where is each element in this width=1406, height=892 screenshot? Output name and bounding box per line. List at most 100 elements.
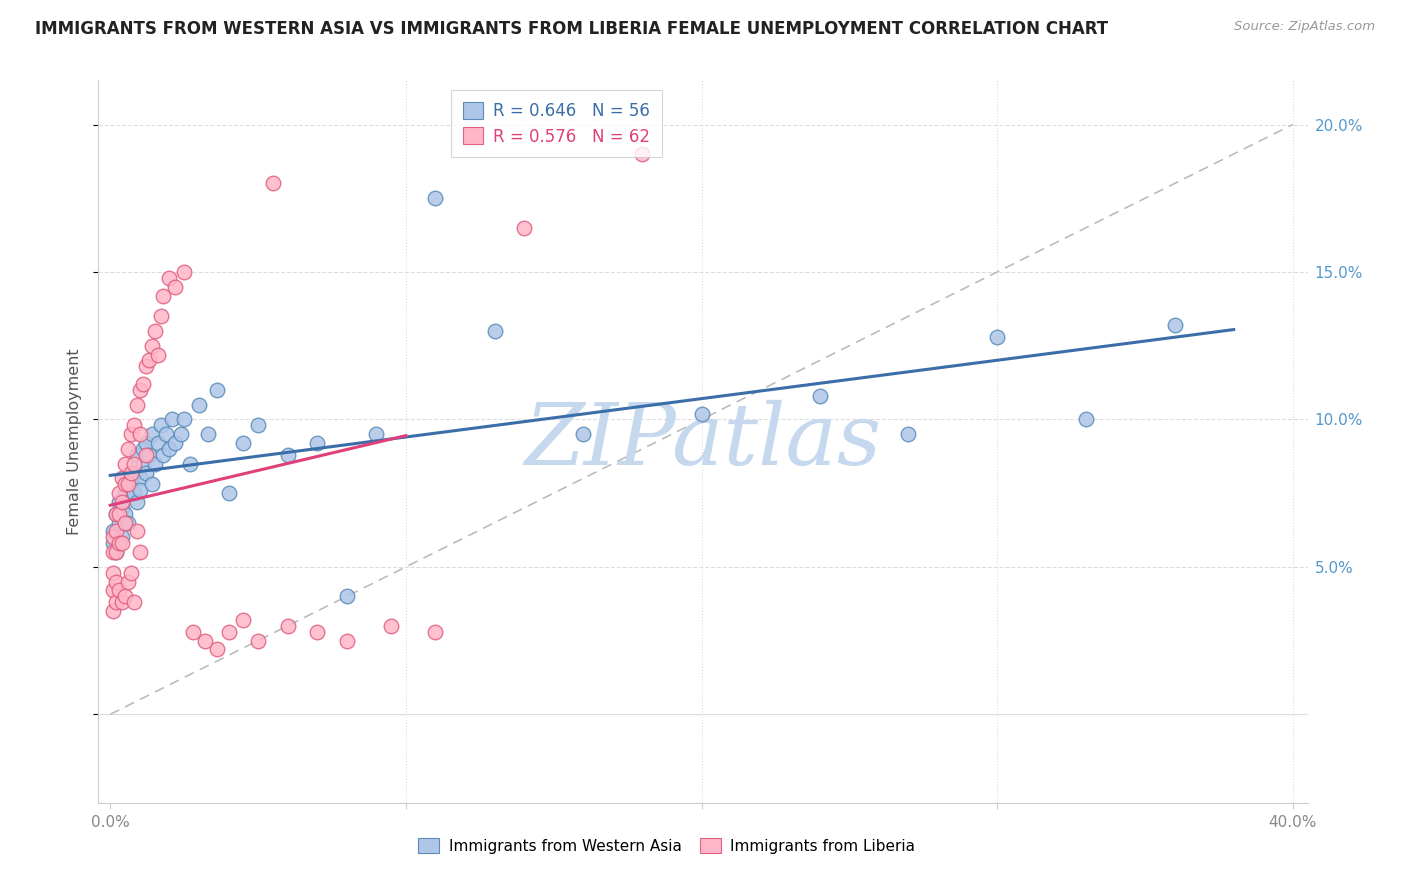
Point: [141, 477, 163, 491]
Point: [484, 324, 506, 338]
Point: [105, 595, 128, 609]
Point: [125, 524, 148, 539]
Point: [105, 507, 128, 521]
Point: [631, 147, 654, 161]
Point: [232, 613, 254, 627]
Point: [425, 191, 447, 205]
Point: [108, 486, 131, 500]
Point: [103, 524, 125, 539]
Point: [152, 288, 174, 302]
Point: [135, 359, 157, 374]
Point: [103, 604, 125, 618]
Text: Source: ZipAtlas.com: Source: ZipAtlas.com: [1234, 20, 1375, 33]
Text: ZIPatlas: ZIPatlas: [524, 401, 882, 483]
Point: [114, 477, 136, 491]
Point: [103, 583, 125, 598]
Point: [897, 427, 920, 442]
Point: [103, 536, 125, 550]
Point: [117, 477, 139, 491]
Point: [120, 471, 142, 485]
Point: [103, 530, 125, 544]
Point: [122, 595, 145, 609]
Point: [105, 574, 128, 589]
Point: [232, 436, 254, 450]
Point: [122, 486, 145, 500]
Point: [122, 418, 145, 433]
Point: [157, 271, 180, 285]
Point: [138, 448, 160, 462]
Text: IMMIGRANTS FROM WESTERN ASIA VS IMMIGRANTS FROM LIBERIA FEMALE UNEMPLOYMENT CORR: IMMIGRANTS FROM WESTERN ASIA VS IMMIGRAN…: [35, 20, 1108, 37]
Point: [114, 507, 136, 521]
Point: [105, 545, 128, 559]
Point: [366, 427, 388, 442]
Point: [111, 495, 134, 509]
Point: [197, 427, 219, 442]
Point: [120, 466, 142, 480]
Point: [380, 619, 402, 633]
Point: [128, 545, 150, 559]
Point: [103, 545, 125, 559]
Point: [336, 590, 359, 604]
Point: [114, 457, 136, 471]
Point: [307, 624, 329, 639]
Point: [111, 500, 134, 515]
Point: [149, 418, 172, 433]
Point: [117, 516, 139, 530]
Point: [162, 412, 184, 426]
Point: [122, 457, 145, 471]
Point: [128, 483, 150, 498]
Point: [120, 566, 142, 580]
Point: [986, 330, 1008, 344]
Point: [179, 457, 201, 471]
Point: [336, 633, 359, 648]
Point: [277, 619, 299, 633]
Point: [690, 407, 713, 421]
Y-axis label: Female Unemployment: Female Unemployment: [67, 348, 83, 535]
Point: [187, 398, 209, 412]
Point: [108, 583, 131, 598]
Point: [205, 642, 228, 657]
Point: [117, 574, 139, 589]
Point: [146, 436, 169, 450]
Point: [128, 383, 150, 397]
Point: [194, 633, 217, 648]
Point: [247, 418, 270, 433]
Point: [108, 516, 131, 530]
Point: [143, 324, 166, 338]
Point: [105, 524, 128, 539]
Point: [218, 486, 240, 500]
Point: [307, 436, 329, 450]
Point: [114, 516, 136, 530]
Point: [135, 436, 157, 450]
Point: [108, 495, 131, 509]
Point: [218, 624, 240, 639]
Point: [132, 442, 155, 456]
Point: [143, 457, 166, 471]
Point: [128, 427, 150, 442]
Point: [117, 442, 139, 456]
Point: [277, 448, 299, 462]
Point: [125, 398, 148, 412]
Point: [114, 590, 136, 604]
Point: [247, 633, 270, 648]
Point: [146, 347, 169, 361]
Point: [135, 466, 157, 480]
Point: [165, 279, 187, 293]
Point: [111, 536, 134, 550]
Point: [262, 177, 284, 191]
Point: [111, 595, 134, 609]
Point: [105, 507, 128, 521]
Point: [572, 427, 595, 442]
Point: [135, 448, 157, 462]
Point: [173, 265, 195, 279]
Point: [141, 427, 163, 442]
Point: [111, 530, 134, 544]
Point: [114, 486, 136, 500]
Point: [125, 495, 148, 509]
Point: [141, 339, 163, 353]
Point: [132, 457, 155, 471]
Point: [108, 507, 131, 521]
Point: [125, 448, 148, 462]
Point: [132, 377, 155, 392]
Point: [149, 309, 172, 323]
